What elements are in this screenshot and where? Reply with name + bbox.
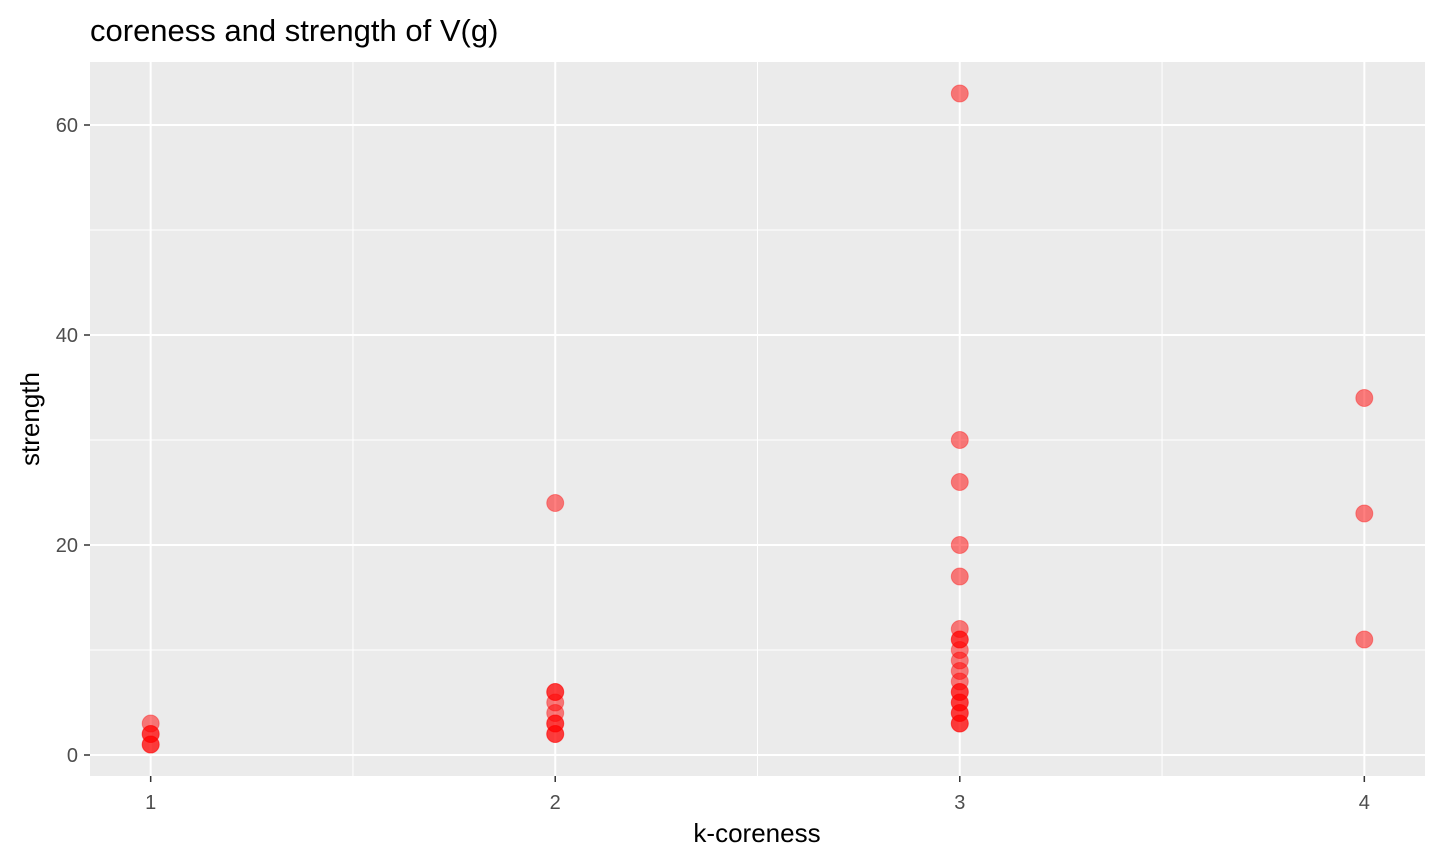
y-tick-label: 60 [56,115,78,137]
y-tick-label: 40 [56,325,78,347]
y-axis-title: strength [15,372,45,466]
data-point [1355,630,1374,649]
data-point [546,494,565,512]
data-point [1355,389,1374,407]
x-tick-label: 3 [954,792,965,814]
data-point [950,431,969,449]
data-point [950,473,969,491]
y-tick-label: 0 [67,745,78,767]
y-tick-label: 20 [56,535,78,557]
y-axis: 0 20 40 60 [56,115,90,767]
x-axis: 1 2 3 4 [145,776,1370,814]
data-point [950,567,969,586]
data-points [141,84,1374,754]
data-point [141,714,160,733]
data-point [950,84,969,103]
x-tick-label: 4 [1359,792,1370,814]
data-point [546,683,565,701]
x-axis-title: k-coreness [693,818,820,848]
major-gridlines [90,62,1425,776]
data-point [950,620,969,638]
data-point [1355,504,1374,523]
x-tick-label: 1 [145,792,156,814]
data-point [950,536,969,554]
x-tick-label: 2 [550,792,561,814]
chart-title: coreness and strength of V(g) [90,13,498,48]
minor-gridlines [90,62,1425,776]
